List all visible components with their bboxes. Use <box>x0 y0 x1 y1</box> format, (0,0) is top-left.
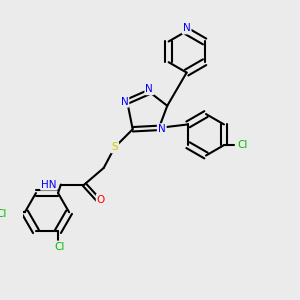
Text: O: O <box>97 195 105 205</box>
Text: N: N <box>158 124 166 134</box>
Text: S: S <box>111 142 118 152</box>
Text: Cl: Cl <box>0 208 7 219</box>
Text: Cl: Cl <box>54 242 64 252</box>
Text: Cl: Cl <box>238 140 248 150</box>
Text: N: N <box>183 23 190 33</box>
Text: HN: HN <box>41 180 57 190</box>
Text: N: N <box>146 84 153 94</box>
Text: N: N <box>121 97 128 106</box>
